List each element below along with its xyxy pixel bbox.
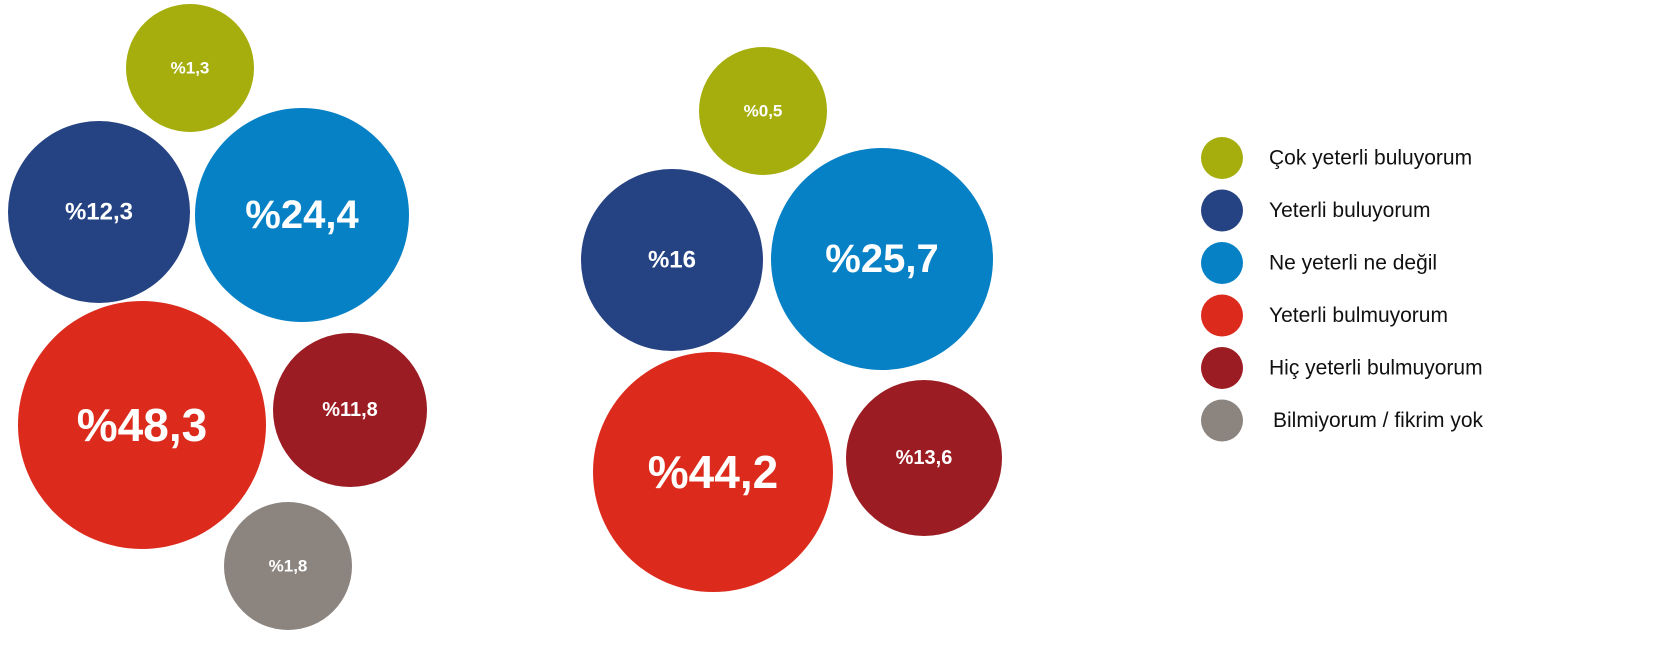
legend-item-bilmiyorum-fikrim-yok: Bilmiyorum / fikrim yok (1201, 399, 1484, 442)
legend-swatch-hi-yeterli-bulmuyorum (1201, 347, 1243, 389)
bubble-label-1--ok-yeterli-buluyorum: %1,3 (171, 59, 210, 78)
bubble-group-2: %0,5 %16 %25,7 %44,2 %13,6 (581, 47, 1002, 592)
legend-item-yeterli-bulmuyorum: Yeterli bulmuyorum (1201, 294, 1448, 337)
legend-item-ne-yeterli-ne-de-il: Ne yeterli ne değil (1201, 242, 1437, 284)
bubble-label-2-ne-yeterli-ne-de-il: %25,7 (825, 237, 938, 281)
bubble-label-2-yeterli-bulmuyorum: %44,2 (648, 446, 778, 498)
legend-swatch-yeterli-buluyorum (1201, 189, 1243, 232)
bubble-label-1-bilmiyorum-fikrim-yok: %1,8 (269, 557, 308, 576)
legend-swatch-bilmiyorum-fikrim-yok (1201, 399, 1243, 442)
bubble-1-hi-yeterli-bulmuyorum (273, 333, 427, 487)
legend-label-yeterli-bulmuyorum: Yeterli bulmuyorum (1269, 304, 1448, 327)
bubble-2--ok-yeterli-buluyorum (699, 47, 827, 175)
bubble-label-2--ok-yeterli-buluyorum: %0,5 (744, 102, 783, 121)
bubble-1-yeterli-buluyorum (8, 121, 190, 303)
bubble-2-yeterli-bulmuyorum (593, 352, 833, 592)
legend-label-yeterli-buluyorum: Yeterli buluyorum (1269, 199, 1430, 222)
bubble-label-1-ne-yeterli-ne-de-il: %24,4 (245, 193, 359, 237)
bubble-2-ne-yeterli-ne-de-il (771, 148, 993, 370)
bubble-group-1: %1,3 %12,3 %24,4 %48,3 %11,8 %1,8 (8, 4, 427, 630)
legend-item-hi-yeterli-bulmuyorum: Hiç yeterli bulmuyorum (1201, 347, 1483, 389)
bubble-label-2-hi-yeterli-bulmuyorum: %13,6 (896, 447, 953, 469)
legend-swatch-ne-yeterli-ne-de-il (1201, 242, 1243, 284)
legend-swatch--ok-yeterli-buluyorum (1201, 137, 1243, 179)
legend: Çok yeterli buluyorum Yeterli buluyorum Ne… (1201, 137, 1484, 442)
bubble-1-ne-yeterli-ne-de-il (195, 108, 409, 322)
legend-item-yeterli-buluyorum: Yeterli buluyorum (1201, 189, 1430, 232)
bubble-label-1-yeterli-bulmuyorum: %48,3 (77, 399, 207, 451)
legend-label-bilmiyorum-fikrim-yok: Bilmiyorum / fikrim yok (1273, 409, 1484, 432)
legend-swatch-yeterli-bulmuyorum (1201, 294, 1243, 337)
bubble-1--ok-yeterli-buluyorum (126, 4, 254, 132)
bubble-1-bilmiyorum-fikrim-yok (224, 502, 352, 630)
bubble-1-yeterli-bulmuyorum (18, 301, 266, 549)
legend-label-ne-yeterli-ne-de-il: Ne yeterli ne değil (1269, 252, 1437, 275)
legend-item--ok-yeterli-buluyorum: Çok yeterli buluyorum (1201, 137, 1472, 179)
legend-label-hi-yeterli-bulmuyorum: Hiç yeterli bulmuyorum (1269, 357, 1483, 380)
bubble-label-1-yeterli-buluyorum: %12,3 (65, 199, 133, 226)
bubble-2-yeterli-buluyorum (581, 169, 763, 351)
bubble-2-hi-yeterli-bulmuyorum (846, 380, 1002, 536)
bubble-label-1-hi-yeterli-bulmuyorum: %11,8 (322, 399, 378, 421)
bubble-label-2-yeterli-buluyorum: %16 (648, 247, 696, 274)
legend-label--ok-yeterli-buluyorum: Çok yeterli buluyorum (1269, 147, 1472, 170)
